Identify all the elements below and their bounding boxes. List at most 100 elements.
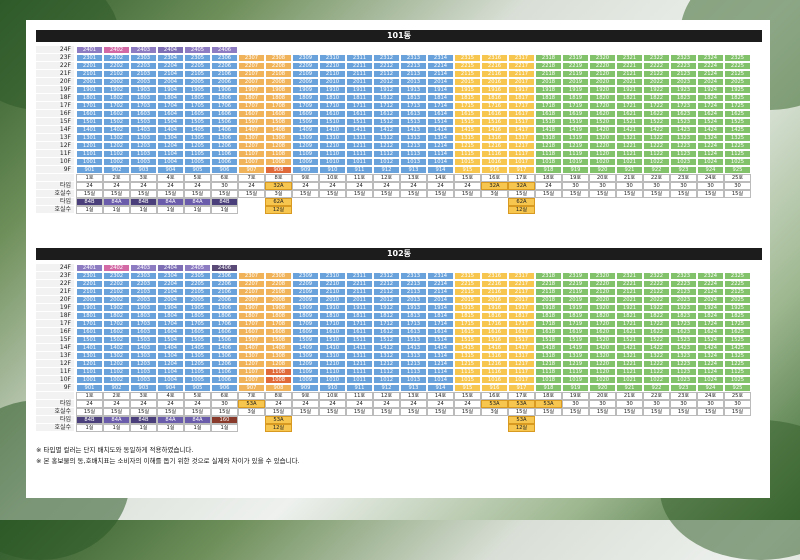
- floor-row: 1901 1902 1903 1904 1905 1906 1907 1908 1909 1910…: [76, 304, 751, 312]
- unit-cell: 1208: [265, 142, 292, 150]
- unit-cell: 1102: [103, 150, 130, 158]
- unit-cell: 1209: [292, 142, 319, 150]
- unit-cell: 1111: [346, 368, 373, 376]
- unit-cell: 2403: [130, 46, 157, 54]
- unit-cell: 1404: [157, 344, 184, 352]
- unit-cell: 1817: [508, 94, 535, 102]
- floor-row: 2301 2302 2303 2304 2305 2306 2307 2308 2309 2310…: [76, 272, 751, 280]
- info-cell: [562, 198, 589, 206]
- unit-cell: 2208: [265, 62, 292, 70]
- unit-cell: 1017: [508, 376, 535, 384]
- unit-cell: 1307: [238, 134, 265, 142]
- info-cell: [427, 198, 454, 206]
- info-cell: 15실: [103, 408, 130, 416]
- info-cell: 15실: [130, 408, 157, 416]
- unit-cell: 1004: [157, 158, 184, 166]
- unit-cell: 2109: [292, 70, 319, 78]
- info-cell: 15실: [76, 190, 103, 198]
- unit-cell: 1222: [643, 142, 670, 150]
- unit-cell: [265, 46, 292, 54]
- unit-cell: 1203: [130, 360, 157, 368]
- unit-cell: 1603: [130, 110, 157, 118]
- info-cell: [535, 424, 562, 432]
- floor-label: 20F: [36, 78, 74, 86]
- unit-cell: 1118: [535, 150, 562, 158]
- unit-cell: 1105: [184, 150, 211, 158]
- unit-cell: 1102: [103, 368, 130, 376]
- info-cell: 24: [238, 182, 265, 190]
- info-label: 호실수: [36, 424, 74, 432]
- unit-cell: 1825: [724, 94, 751, 102]
- unit-cell: [616, 264, 643, 272]
- unit-cell: 1607: [238, 328, 265, 336]
- unit-cell: 1313: [400, 352, 427, 360]
- info-cell: 24: [319, 400, 346, 408]
- info-cell: 21호: [616, 392, 643, 400]
- unit-cell: 2310: [319, 54, 346, 62]
- unit-cell: 1519: [562, 336, 589, 344]
- unit-cell: 1101: [76, 368, 103, 376]
- unit-cell: 1904: [157, 304, 184, 312]
- unit-cell: 1805: [184, 94, 211, 102]
- unit-cell: 1107: [238, 150, 265, 158]
- info-cell: [670, 424, 697, 432]
- unit-cell: 2207: [238, 280, 265, 288]
- info-cell: [400, 206, 427, 214]
- unit-cell: 1620: [589, 328, 616, 336]
- unit-cell: 1709: [292, 102, 319, 110]
- unit-cell: 1506: [211, 118, 238, 126]
- info-cell: [238, 198, 265, 206]
- info-cell: 84A: [184, 198, 211, 206]
- unit-cell: 1505: [184, 336, 211, 344]
- unit-cell: 2314: [427, 54, 454, 62]
- unit-cell: 2010: [319, 296, 346, 304]
- info-cell: 10호: [319, 174, 346, 182]
- unit-cell: 1414: [427, 126, 454, 134]
- unit-cell: 906: [211, 166, 238, 174]
- unit-cell: 1020: [589, 376, 616, 384]
- info-cell: [292, 416, 319, 424]
- unit-cell: 1212: [373, 142, 400, 150]
- info-cell: 84A: [184, 416, 211, 424]
- unit-cell: 1921: [616, 86, 643, 94]
- unit-cell: 2107: [238, 70, 265, 78]
- unit-cell: 1920: [589, 304, 616, 312]
- unit-cell: 1915: [454, 86, 481, 94]
- info-cell: 3실: [265, 190, 292, 198]
- unit-cell: 909: [292, 384, 319, 392]
- unit-cell: 1513: [400, 336, 427, 344]
- info-cell: 160: [211, 416, 238, 424]
- info-cell: [373, 424, 400, 432]
- unit-cell: 1523: [670, 336, 697, 344]
- info-cell: [562, 416, 589, 424]
- info-cell: 30: [589, 182, 616, 190]
- unit-cell: 1720: [589, 102, 616, 110]
- floor-row: 1201 1202 1203 1204 1205 1206 1207 1208 1209 1210…: [76, 142, 751, 150]
- unit-cell: 2005: [184, 78, 211, 86]
- unit-cell: 1219: [562, 142, 589, 150]
- unit-cell: 1917: [508, 86, 535, 94]
- info-cell: [643, 198, 670, 206]
- floor-label: 10F: [36, 376, 74, 384]
- unit-cell: 916: [481, 166, 508, 174]
- unit-cell: 1716: [481, 320, 508, 328]
- unit-cell: 906: [211, 384, 238, 392]
- info-cell: [454, 416, 481, 424]
- floor-label: 18F: [36, 94, 74, 102]
- building-101-section: 101동 24F 23F 22F 21F 20F 19F 18F 17F 16F 15F 14F 13…: [36, 30, 762, 214]
- unit-cell: 1324: [697, 352, 724, 360]
- unit-cell: 2008: [265, 296, 292, 304]
- info-cell: 12호: [373, 392, 400, 400]
- info-cell: [292, 424, 319, 432]
- unit-cell: 2205: [184, 280, 211, 288]
- unit-cell: 1113: [400, 150, 427, 158]
- unit-cell: 1911: [346, 86, 373, 94]
- unit-cell: 1410: [319, 344, 346, 352]
- info-cell: 24: [184, 182, 211, 190]
- unit-cell: 1517: [508, 336, 535, 344]
- unit-cell: 1407: [238, 344, 265, 352]
- unit-cell: 1519: [562, 118, 589, 126]
- unit-cell: 2220: [589, 280, 616, 288]
- unit-cell: 2210: [319, 62, 346, 70]
- info-cell: 4호: [157, 392, 184, 400]
